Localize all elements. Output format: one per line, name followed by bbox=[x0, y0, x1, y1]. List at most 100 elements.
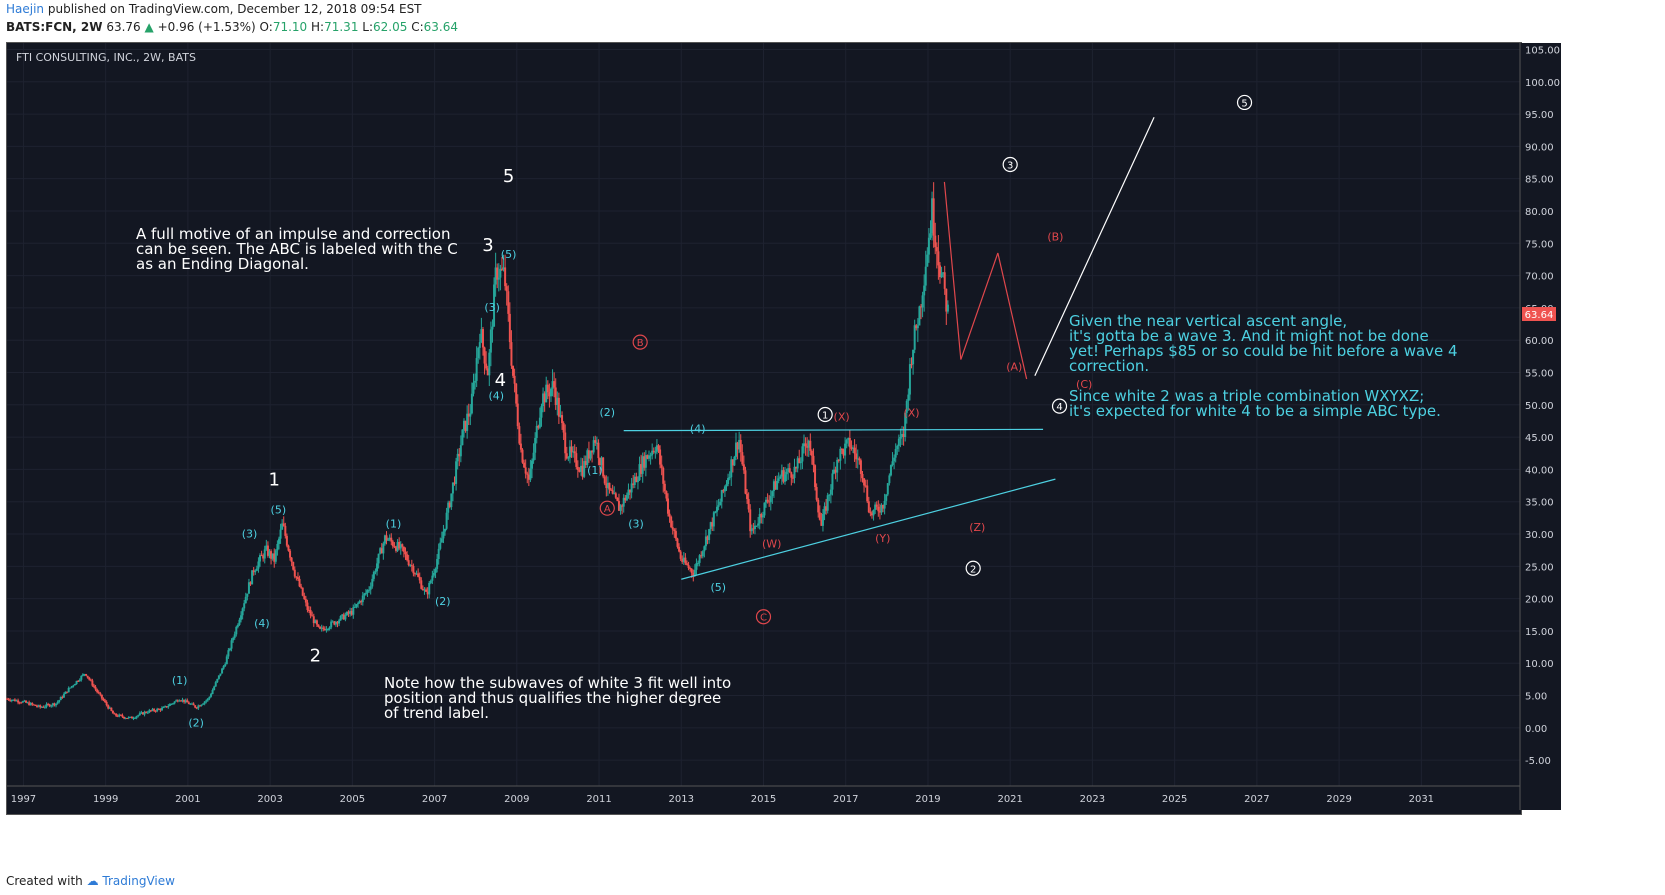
candle-body bbox=[733, 456, 736, 466]
tradingview-logo-icon[interactable]: ☁ bbox=[86, 874, 99, 888]
candle-body bbox=[105, 701, 108, 706]
candle-body bbox=[257, 561, 260, 569]
candle-body bbox=[415, 573, 418, 575]
footer: Created with ☁ TradingView bbox=[6, 874, 175, 888]
candle-body bbox=[553, 381, 556, 388]
candle-body bbox=[209, 694, 212, 697]
trend-line-white bbox=[1034, 117, 1155, 376]
author-link[interactable]: Haejin bbox=[6, 2, 45, 16]
wave-label: (4) bbox=[254, 617, 270, 630]
candle-body bbox=[130, 716, 133, 719]
candle-body bbox=[376, 563, 379, 572]
candle-body bbox=[512, 365, 515, 376]
candle-body bbox=[635, 476, 638, 483]
candle-body bbox=[440, 538, 443, 543]
candle-body bbox=[671, 527, 674, 530]
candle-body bbox=[58, 700, 61, 702]
candle-body bbox=[643, 456, 646, 468]
wave-label: (5) bbox=[710, 581, 726, 594]
candle-body bbox=[896, 445, 899, 450]
candle-body bbox=[162, 707, 165, 709]
candle-body bbox=[529, 468, 532, 480]
candle-body bbox=[80, 675, 83, 680]
candle-body bbox=[790, 472, 793, 478]
candle-body bbox=[420, 580, 423, 589]
close-value: 63.64 bbox=[423, 20, 458, 34]
candle-body bbox=[831, 473, 834, 490]
candle-body bbox=[689, 568, 692, 570]
candle-body bbox=[270, 551, 273, 559]
candle-body bbox=[409, 565, 412, 567]
candle-body bbox=[383, 535, 386, 544]
candle-body bbox=[580, 465, 583, 472]
candle-body bbox=[273, 553, 276, 562]
tradingview-link[interactable]: TradingView bbox=[102, 874, 175, 888]
candle-body bbox=[304, 599, 307, 603]
candle-body bbox=[260, 555, 263, 557]
candle-body bbox=[178, 700, 181, 702]
candle-body bbox=[474, 380, 477, 383]
candle-body bbox=[549, 388, 552, 397]
candle-body bbox=[89, 679, 92, 681]
candle-body bbox=[817, 499, 820, 513]
candle-body bbox=[526, 473, 529, 475]
candle-body bbox=[279, 529, 282, 539]
candle-body bbox=[213, 686, 216, 691]
candle-body bbox=[24, 700, 27, 703]
candle-body bbox=[137, 715, 140, 717]
candle-body bbox=[48, 704, 51, 707]
candle-body bbox=[246, 593, 249, 597]
candle-body bbox=[208, 696, 211, 699]
wave-label: 3 bbox=[482, 235, 493, 256]
candle-body bbox=[333, 621, 336, 625]
y-tick-label: 25.00 bbox=[1525, 562, 1554, 573]
candle-body bbox=[194, 705, 197, 708]
candle-body bbox=[742, 464, 745, 471]
candle-body bbox=[568, 446, 571, 458]
candle-body bbox=[537, 425, 540, 428]
candle-body bbox=[358, 601, 361, 604]
candle-body bbox=[59, 696, 62, 701]
candle-body bbox=[168, 704, 171, 706]
candle-body bbox=[230, 640, 233, 649]
candle-body bbox=[674, 531, 677, 539]
candle-body bbox=[880, 504, 883, 513]
candle-body bbox=[183, 699, 186, 703]
candle-body bbox=[92, 685, 95, 687]
candle-body bbox=[777, 478, 780, 481]
annotation-note-1: A full motive of an impulse and correcti… bbox=[136, 225, 450, 243]
x-tick-label: 2021 bbox=[997, 794, 1022, 805]
candle-body bbox=[659, 449, 662, 465]
candle-body bbox=[426, 591, 429, 595]
candle-body bbox=[850, 447, 853, 449]
candle-body bbox=[673, 529, 676, 532]
candle-body bbox=[222, 665, 225, 669]
candle-body bbox=[681, 558, 684, 562]
y-tick-label: 50.00 bbox=[1525, 401, 1554, 412]
candle-body bbox=[548, 392, 551, 397]
candle-body bbox=[644, 455, 647, 468]
x-tick-label: 2003 bbox=[257, 794, 282, 805]
candle-body bbox=[483, 347, 486, 364]
candle-body bbox=[678, 546, 681, 552]
wave-label: (3) bbox=[242, 527, 258, 540]
candle-body bbox=[587, 450, 590, 459]
price-tag-text: 63.64 bbox=[1525, 310, 1554, 321]
candle-body bbox=[129, 716, 132, 718]
candle-body bbox=[605, 483, 608, 489]
candle-body bbox=[402, 546, 405, 552]
trend-line-cyan bbox=[623, 428, 1044, 432]
candle-body bbox=[640, 464, 643, 474]
annotation-note-2: Note how the subwaves of white 3 fit wel… bbox=[384, 674, 731, 692]
wave-label: (X) bbox=[903, 406, 919, 419]
candle-body bbox=[50, 705, 53, 707]
candle-body bbox=[901, 433, 904, 438]
candle-body bbox=[151, 709, 154, 711]
candle-body bbox=[926, 254, 929, 267]
candle-body bbox=[712, 512, 715, 527]
candle-body bbox=[214, 682, 217, 687]
candle-body bbox=[486, 368, 489, 376]
candle-body bbox=[875, 504, 878, 507]
candle-body bbox=[116, 715, 119, 717]
